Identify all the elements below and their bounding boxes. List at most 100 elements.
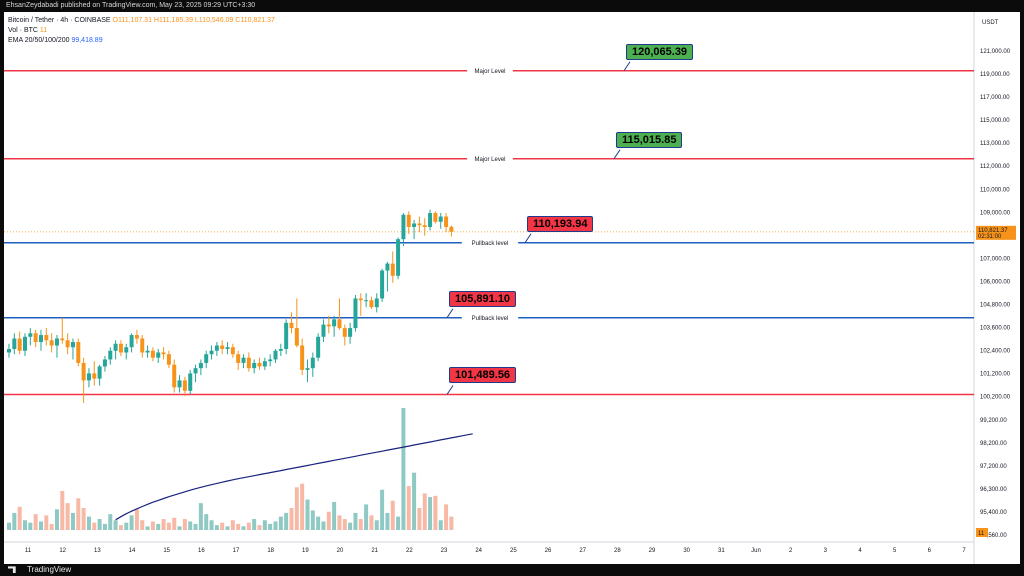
current-price-tag: [976, 225, 1016, 240]
candle-body: [262, 361, 267, 367]
volume-bar: [305, 499, 310, 530]
candle-body: [54, 338, 59, 346]
candle-body: [422, 225, 427, 227]
volume-bar: [49, 523, 54, 530]
price-callout[interactable]: 110,193.94: [527, 215, 594, 232]
time-tick-label: 3: [824, 548, 828, 554]
volume-bar: [86, 516, 91, 530]
candle-body: [273, 350, 278, 360]
price-callout[interactable]: 101,489.56: [449, 367, 517, 384]
ema-value: 99,418.89: [71, 37, 103, 44]
volume-bar: [124, 522, 129, 530]
time-tick-label: 12: [59, 548, 66, 554]
volume-bar: [92, 522, 97, 530]
price-callout[interactable]: 120,065.39: [626, 43, 694, 60]
level-label: Major Level: [474, 157, 505, 163]
price-callout[interactable]: 105,891.10: [449, 290, 517, 307]
candle-body: [33, 333, 38, 343]
volume-bar: [262, 520, 267, 530]
symbol-label[interactable]: Bitcoin / Tether · 4h · COINBASE: [8, 17, 111, 24]
volume-bar: [390, 500, 395, 530]
candle-body: [225, 347, 230, 349]
price-tick-label: 117,000.00: [980, 95, 1010, 101]
candle-body: [76, 342, 81, 363]
candle-body: [140, 338, 145, 353]
candle-body: [433, 213, 438, 222]
candle-body: [326, 324, 331, 327]
ema-label[interactable]: EMA 20/50/100/200: [8, 37, 70, 44]
time-tick-label: 29: [649, 548, 656, 554]
candle-body: [342, 328, 347, 337]
candle-body: [172, 364, 177, 388]
candle-body: [150, 350, 155, 358]
time-tick-label: 4: [858, 548, 862, 554]
candle-body: [406, 214, 411, 227]
volume-bar: [134, 509, 139, 530]
price-tick-label: 119,000.00: [980, 72, 1010, 78]
volume-bar: [449, 516, 454, 530]
volume-bar: [33, 514, 38, 530]
volume-bar: [209, 520, 214, 530]
volume-bar: [38, 521, 43, 530]
candle-body: [129, 335, 134, 348]
volume-bar: [310, 510, 315, 530]
candle-body: [81, 362, 86, 381]
price-tick-label: 102,400.00: [980, 349, 1011, 355]
volume-bar: [401, 408, 406, 530]
candle-body: [417, 223, 422, 226]
volume-bar: [412, 472, 417, 530]
volume-bar: [12, 512, 17, 530]
candle-body: [310, 357, 315, 369]
volume-bar: [22, 520, 27, 530]
candle-body: [332, 319, 337, 327]
time-tick-label: 27: [579, 548, 586, 554]
time-tick-label: 23: [441, 548, 448, 554]
candle-body: [428, 213, 433, 227]
candle-body: [28, 333, 33, 337]
candle-body: [230, 347, 235, 355]
candle-body: [44, 335, 49, 341]
candle-body: [369, 300, 374, 308]
level-label: Major Level: [474, 69, 505, 75]
time-tick-label: 26: [545, 548, 552, 554]
volume-bar: [140, 520, 145, 530]
candle-body: [145, 350, 150, 353]
volume-bar: [257, 525, 262, 530]
ema-row: EMA 20/50/100/200 99,418.89: [8, 36, 275, 46]
time-tick-label: Jun: [751, 548, 761, 554]
volume-bar: [220, 522, 225, 530]
candle-body: [38, 335, 43, 343]
volume-bar: [241, 526, 246, 530]
candle-body: [102, 359, 107, 367]
candle-body: [166, 354, 171, 365]
volume-bar: [225, 526, 230, 530]
volume-bar: [438, 520, 443, 530]
volume-bar: [406, 486, 411, 530]
price-tick-label: 107,000.00: [980, 256, 1011, 262]
volume-value: 11: [39, 27, 48, 34]
volume-bar: [76, 498, 81, 530]
volume-bar: [444, 504, 449, 530]
volume-bar: [108, 514, 113, 530]
volume-label[interactable]: Vol · BTC: [8, 27, 38, 34]
volume-bar: [44, 515, 49, 530]
time-tick-label: 15: [163, 548, 170, 554]
time-tick-label: 18: [267, 548, 274, 554]
candle-body: [182, 380, 187, 391]
chart-legend: Bitcoin / Tether · 4h · COINBASE O111,10…: [8, 16, 275, 46]
level-label: Pullback level: [472, 316, 509, 322]
time-tick-label: 11: [25, 548, 32, 554]
volume-bar: [102, 523, 107, 530]
volume-bar: [129, 515, 134, 530]
candle-body: [353, 298, 358, 329]
callout-pointer: [613, 149, 621, 160]
tradingview-logo-icon: [8, 566, 16, 574]
time-tick-label: 22: [406, 548, 413, 554]
price-callout[interactable]: 115,015.85: [616, 131, 683, 148]
volume-bar: [145, 526, 150, 530]
volume-bar: [65, 503, 70, 530]
time-tick-label: 31: [718, 548, 725, 554]
volume-bar: [396, 516, 401, 530]
volume-bar: [81, 508, 86, 530]
